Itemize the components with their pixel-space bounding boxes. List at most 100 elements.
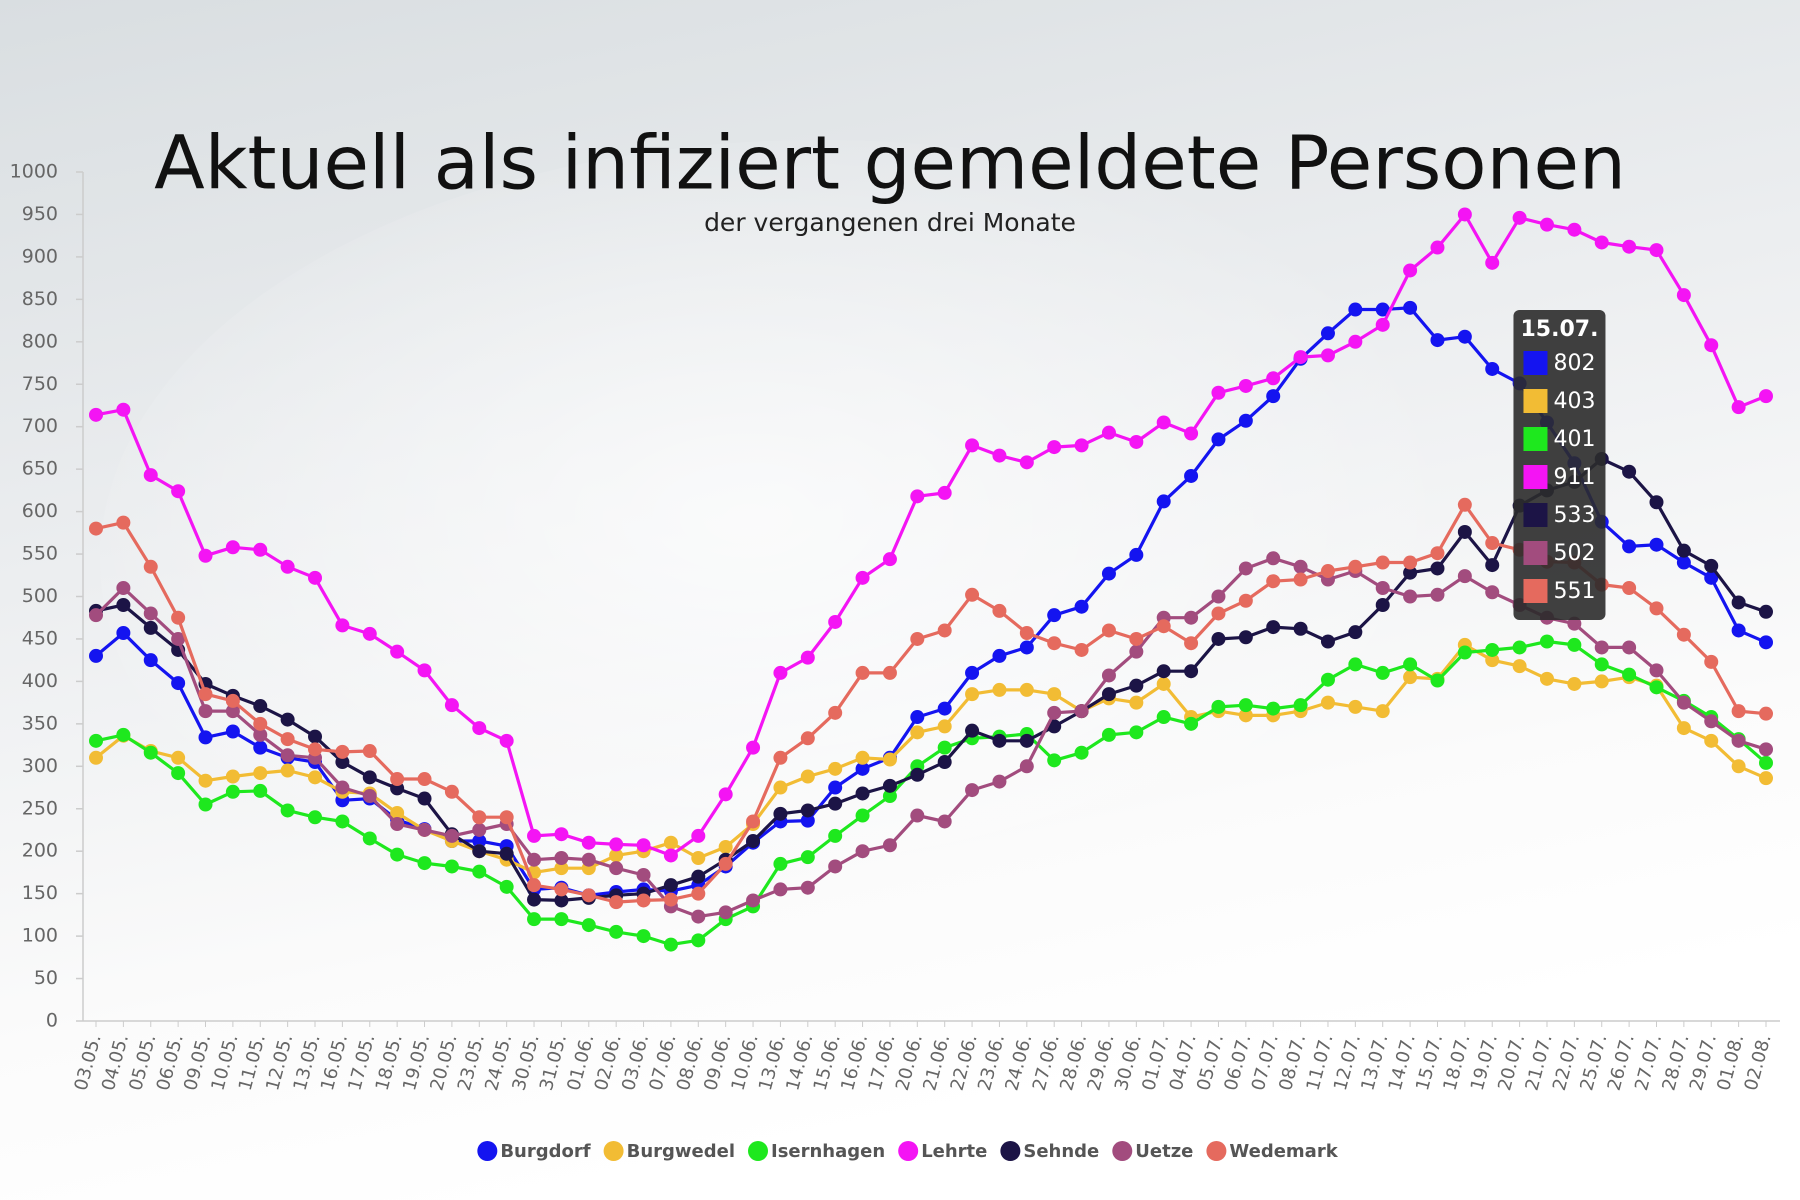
data-point — [1676, 555, 1691, 570]
tooltip-swatch — [1523, 427, 1548, 451]
data-point — [554, 882, 569, 897]
data-point — [718, 905, 733, 920]
data-point — [1019, 455, 1034, 470]
data-point — [171, 766, 186, 781]
data-point — [89, 648, 103, 663]
data-point — [1704, 338, 1719, 353]
data-point — [499, 846, 514, 861]
data-point — [746, 834, 761, 849]
data-point — [1129, 678, 1144, 693]
data-point — [800, 803, 815, 818]
data-point — [1567, 676, 1582, 691]
data-point — [910, 808, 925, 823]
data-point — [1074, 704, 1089, 719]
legend-marker — [748, 1141, 768, 1161]
data-point — [1293, 350, 1308, 365]
data-point — [1238, 698, 1253, 713]
data-point — [828, 614, 843, 629]
data-point — [1594, 657, 1609, 672]
data-point — [1019, 682, 1034, 697]
data-point — [444, 828, 459, 843]
data-point — [527, 892, 542, 907]
data-point — [198, 773, 213, 788]
data-point — [1047, 705, 1062, 720]
data-point — [390, 805, 405, 820]
data-point — [1457, 569, 1472, 584]
data-point — [1348, 334, 1363, 349]
data-point — [800, 813, 815, 828]
data-point — [143, 745, 158, 760]
data-point — [1184, 610, 1199, 625]
data-point — [609, 924, 624, 939]
data-point — [1430, 561, 1445, 576]
y-tick-label: 400 — [22, 670, 58, 692]
data-point — [828, 780, 843, 795]
data-point — [1047, 687, 1062, 702]
data-point — [1594, 674, 1609, 689]
data-point — [1457, 524, 1472, 539]
data-point — [390, 817, 405, 832]
data-point — [1101, 727, 1116, 742]
data-point — [773, 780, 788, 795]
data-point — [198, 687, 213, 702]
data-point — [308, 729, 323, 744]
data-point — [1539, 217, 1554, 232]
data-point — [1184, 426, 1199, 441]
data-point — [390, 644, 405, 659]
data-point — [1649, 537, 1664, 552]
data-point — [225, 704, 240, 719]
data-point — [1731, 623, 1746, 638]
data-point — [855, 665, 870, 680]
data-point — [1403, 565, 1418, 580]
data-point — [636, 838, 651, 853]
data-point — [828, 796, 843, 811]
data-point — [253, 740, 268, 755]
data-point — [417, 856, 432, 871]
data-point — [1485, 361, 1500, 376]
data-point — [1622, 539, 1637, 554]
data-point — [1594, 235, 1609, 250]
data-point — [1293, 698, 1308, 713]
data-point — [691, 886, 706, 901]
data-point — [1019, 640, 1034, 655]
data-point — [718, 839, 733, 854]
y-tick-label: 100 — [22, 925, 58, 947]
data-point — [1156, 676, 1171, 691]
data-point — [1129, 547, 1144, 562]
data-point — [1047, 636, 1062, 651]
data-point — [527, 852, 542, 867]
data-point — [910, 631, 925, 646]
data-point — [253, 699, 268, 714]
data-point — [1156, 710, 1171, 725]
data-point — [472, 810, 487, 825]
data-point — [390, 772, 405, 787]
data-point — [444, 698, 459, 713]
data-point — [1074, 642, 1089, 657]
data-point — [1485, 585, 1500, 600]
data-point — [1019, 733, 1034, 748]
tooltip-swatch — [1523, 351, 1548, 375]
data-point — [1403, 300, 1418, 315]
data-point — [1485, 536, 1500, 551]
data-point — [143, 606, 158, 621]
data-point — [636, 893, 651, 908]
data-point — [171, 750, 186, 765]
data-point — [89, 750, 103, 765]
data-point — [965, 438, 980, 453]
data-point — [1156, 619, 1171, 634]
data-point — [143, 468, 158, 483]
y-tick-label: 650 — [22, 458, 58, 480]
data-point — [581, 888, 596, 903]
data-point — [828, 828, 843, 843]
data-point — [937, 485, 952, 500]
data-point — [773, 750, 788, 765]
y-tick-label: 0 — [46, 1010, 58, 1032]
data-point — [691, 933, 706, 948]
data-point — [362, 744, 377, 759]
data-point — [1375, 317, 1390, 332]
data-point — [1649, 601, 1664, 616]
data-point — [1019, 759, 1034, 774]
data-point — [855, 808, 870, 823]
tooltip-swatch — [1523, 465, 1548, 489]
data-point — [417, 822, 432, 837]
